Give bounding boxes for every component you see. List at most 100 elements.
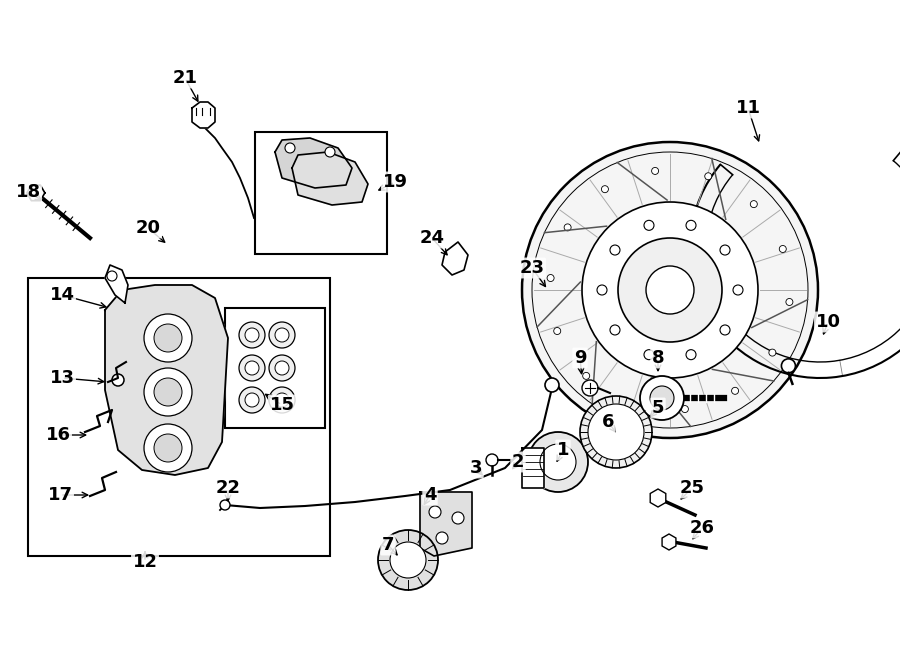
- Circle shape: [486, 454, 498, 466]
- Circle shape: [239, 387, 265, 413]
- Circle shape: [245, 361, 259, 375]
- Circle shape: [245, 393, 259, 407]
- Circle shape: [275, 361, 289, 375]
- Text: 13: 13: [50, 369, 75, 387]
- Circle shape: [436, 532, 448, 544]
- Circle shape: [610, 325, 620, 335]
- Text: 4: 4: [424, 486, 436, 504]
- Circle shape: [554, 327, 561, 334]
- Circle shape: [582, 372, 590, 379]
- Circle shape: [390, 542, 426, 578]
- Circle shape: [220, 500, 230, 510]
- Text: 12: 12: [132, 553, 157, 571]
- Polygon shape: [192, 102, 215, 128]
- Circle shape: [107, 271, 117, 281]
- Circle shape: [144, 424, 192, 472]
- Polygon shape: [442, 242, 468, 275]
- Circle shape: [112, 374, 124, 386]
- Circle shape: [640, 376, 684, 420]
- Circle shape: [528, 432, 588, 492]
- Circle shape: [325, 147, 335, 157]
- Text: 14: 14: [50, 286, 75, 304]
- Circle shape: [547, 274, 554, 282]
- Text: 26: 26: [689, 519, 715, 537]
- Text: 8: 8: [652, 349, 664, 367]
- Circle shape: [452, 512, 464, 524]
- Polygon shape: [292, 152, 368, 205]
- Circle shape: [610, 245, 620, 255]
- Polygon shape: [522, 448, 544, 488]
- Polygon shape: [105, 265, 128, 303]
- Text: 20: 20: [136, 219, 160, 237]
- Circle shape: [650, 386, 674, 410]
- Circle shape: [154, 324, 182, 352]
- Circle shape: [786, 299, 793, 305]
- Text: 6: 6: [602, 413, 614, 431]
- Circle shape: [720, 325, 730, 335]
- Bar: [225, 308, 325, 428]
- Text: 22: 22: [215, 479, 240, 497]
- Circle shape: [644, 220, 654, 230]
- Circle shape: [732, 387, 739, 395]
- Circle shape: [781, 359, 796, 373]
- Circle shape: [245, 328, 259, 342]
- Circle shape: [686, 220, 696, 230]
- Text: 18: 18: [15, 183, 40, 201]
- Text: 17: 17: [48, 486, 73, 504]
- Circle shape: [275, 328, 289, 342]
- Circle shape: [285, 143, 295, 153]
- Circle shape: [154, 434, 182, 462]
- Bar: [255, 132, 387, 254]
- Circle shape: [601, 186, 608, 192]
- Polygon shape: [275, 138, 352, 188]
- Polygon shape: [105, 285, 228, 475]
- Circle shape: [769, 349, 776, 356]
- Text: 21: 21: [173, 69, 197, 87]
- Circle shape: [269, 322, 295, 348]
- Text: 7: 7: [382, 536, 394, 554]
- Text: 23: 23: [519, 259, 544, 277]
- Circle shape: [720, 245, 730, 255]
- Circle shape: [618, 238, 722, 342]
- Circle shape: [545, 378, 559, 392]
- Circle shape: [779, 245, 787, 253]
- Circle shape: [275, 393, 289, 407]
- Text: 16: 16: [46, 426, 70, 444]
- Text: 5: 5: [652, 399, 664, 417]
- Circle shape: [646, 266, 694, 314]
- Circle shape: [588, 404, 644, 460]
- Circle shape: [564, 224, 572, 231]
- Text: 9: 9: [574, 349, 586, 367]
- Polygon shape: [420, 492, 472, 556]
- Circle shape: [580, 396, 652, 468]
- Text: 11: 11: [735, 99, 760, 117]
- Circle shape: [686, 350, 696, 360]
- Circle shape: [239, 355, 265, 381]
- Circle shape: [154, 378, 182, 406]
- Circle shape: [652, 167, 659, 175]
- Text: 1: 1: [557, 441, 569, 459]
- Circle shape: [582, 380, 598, 396]
- Text: 3: 3: [470, 459, 482, 477]
- Circle shape: [681, 406, 688, 412]
- Circle shape: [269, 387, 295, 413]
- Circle shape: [628, 401, 635, 407]
- Circle shape: [644, 350, 654, 360]
- Circle shape: [522, 142, 818, 438]
- Text: 2: 2: [512, 453, 524, 471]
- Bar: [28, 278, 330, 556]
- Circle shape: [582, 202, 758, 378]
- Text: 15: 15: [269, 396, 294, 414]
- Circle shape: [705, 173, 712, 180]
- Circle shape: [378, 530, 438, 590]
- Circle shape: [239, 322, 265, 348]
- Polygon shape: [27, 185, 45, 201]
- Circle shape: [429, 506, 441, 518]
- Circle shape: [597, 285, 607, 295]
- Circle shape: [751, 201, 757, 208]
- Text: 24: 24: [419, 229, 445, 247]
- Text: 19: 19: [382, 173, 408, 191]
- Text: 25: 25: [680, 479, 705, 497]
- Circle shape: [733, 285, 743, 295]
- Text: 10: 10: [815, 313, 841, 331]
